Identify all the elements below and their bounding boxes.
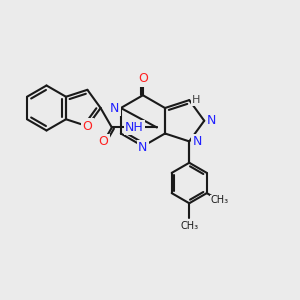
Text: N: N [192,135,202,148]
Text: H: H [192,95,201,105]
Text: O: O [82,120,92,133]
Text: CH₃: CH₃ [210,195,229,206]
Text: CH₃: CH₃ [180,221,198,231]
Text: O: O [138,72,148,85]
Text: O: O [99,135,109,148]
Text: N: N [207,114,217,127]
Text: NH: NH [125,121,144,134]
Text: N: N [138,141,148,154]
Text: N: N [110,101,119,115]
